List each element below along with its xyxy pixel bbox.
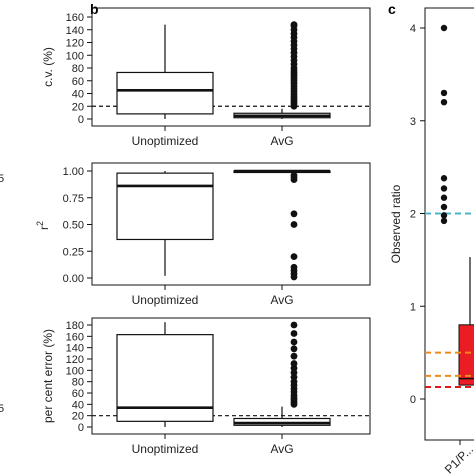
x-tick-label: P1/P...: [442, 442, 474, 474]
outlier-point: [440, 89, 448, 97]
outlier-point: [440, 203, 448, 211]
outlier-point: [290, 345, 298, 353]
x-tick-label: Unoptimized: [132, 442, 199, 456]
r2-boxplot: 0.00 0.25 0.50 0.75 1.00 r2 Unoptimized AvG: [35, 162, 371, 307]
outlier-point: [290, 210, 298, 218]
outlier-point: [290, 321, 298, 329]
y-tick-label: 140: [66, 343, 84, 355]
y-tick-label: 120: [66, 354, 84, 366]
box: [116, 71, 214, 115]
cropped-tick: 5: [0, 173, 4, 185]
y-tick-label: 1: [410, 301, 416, 313]
y-tick-label: 40: [72, 399, 84, 411]
y-axis-label: r2: [35, 221, 51, 230]
y-tick-label: 20: [72, 411, 84, 423]
y-tick-label: 2: [410, 209, 416, 221]
y-tick-label: 160: [66, 331, 84, 343]
cropped-tick: 5: [0, 403, 4, 415]
outlier-point: [290, 221, 298, 228]
y-tick-label: 1.00: [63, 166, 84, 178]
y-tick-label: 60: [72, 76, 84, 88]
y-tick-label: 0: [78, 114, 84, 126]
y-axis-label: c.v. (%): [41, 47, 55, 87]
y-tick-label: 100: [66, 50, 84, 62]
outlier-point: [440, 212, 448, 219]
y-tick-label: 80: [72, 63, 84, 75]
x-tick-label: AvG: [270, 134, 293, 148]
box: [116, 172, 214, 241]
y-axis-label: per cent error (%): [41, 329, 55, 423]
y-tick-label: 0.50: [63, 220, 84, 232]
outlier-point: [440, 24, 448, 32]
box: [458, 324, 474, 386]
outlier-point: [290, 338, 298, 346]
y-tick-label: 3: [410, 116, 416, 128]
outlier-point: [290, 360, 298, 367]
plot-frame: [424, 7, 474, 441]
y-tick-label: 4: [410, 23, 416, 35]
y-tick-label: 140: [66, 25, 84, 37]
outlier-point: [290, 253, 298, 260]
x-tick-label: AvG: [270, 442, 293, 456]
outlier-point: [440, 185, 448, 192]
outlier-point: [440, 194, 448, 201]
y-tick-label: 180: [66, 320, 84, 332]
plot-frame: [91, 317, 371, 435]
y-tick-label: 60: [72, 388, 84, 400]
y-tick-label: 160: [66, 12, 84, 24]
x-tick-label: Unoptimized: [132, 134, 199, 148]
outlier-point: [290, 330, 298, 337]
x-tick-label: Unoptimized: [132, 293, 199, 307]
y-tick-label: 20: [72, 101, 84, 113]
outlier-point: [290, 352, 298, 360]
y-tick-label: 0.00: [63, 273, 84, 285]
panel-label-c: c: [388, 1, 396, 17]
outlier-point: [440, 99, 448, 106]
y-axis-label: Observed ratio: [389, 184, 403, 263]
x-tick-label: AvG: [270, 293, 293, 307]
y-tick-label: 80: [72, 377, 84, 389]
y-tick-label: 100: [66, 365, 84, 377]
outlier-point: [290, 273, 298, 281]
y-tick-label: 0: [78, 422, 84, 434]
y-tick-label: 120: [66, 38, 84, 50]
plot-frame: [91, 7, 371, 127]
y-tick-label: 0.75: [63, 193, 84, 205]
observed-ratio-boxplot: 0 1 2 3 4 Observed ratio P1/P...: [389, 7, 474, 474]
y-tick-label: 0: [410, 394, 416, 406]
panel-label-b: b: [90, 1, 99, 17]
y-tick-label: 0.25: [63, 246, 84, 258]
outlier-point: [290, 21, 298, 29]
y-tick-label: 40: [72, 89, 84, 101]
outlier-point: [440, 217, 448, 225]
outlier-point: [290, 176, 298, 183]
outlier-point: [440, 175, 448, 182]
